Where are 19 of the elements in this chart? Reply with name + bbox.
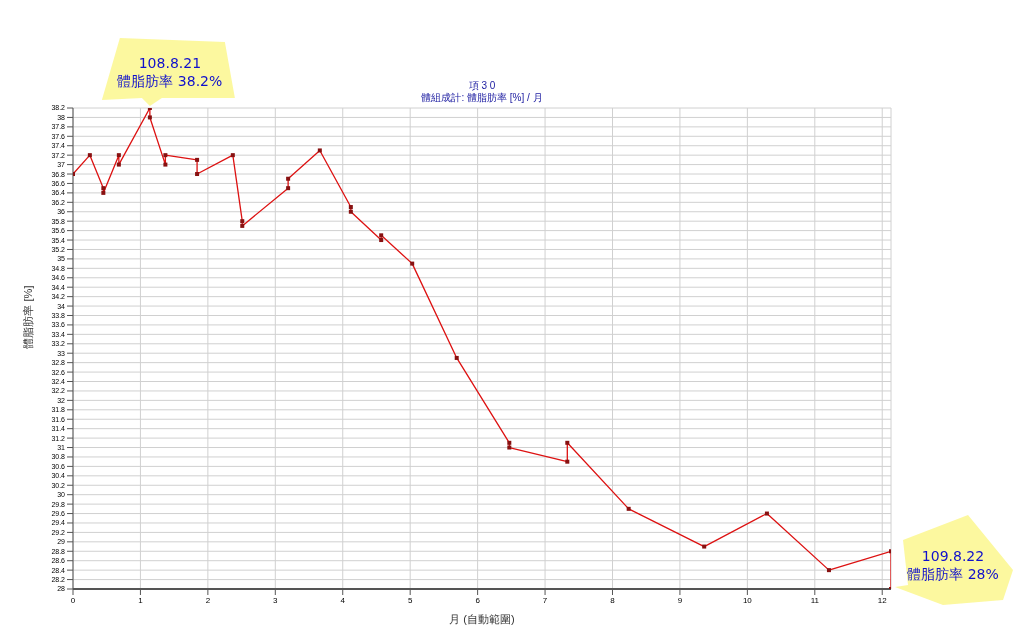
annotation: 109.8.22 體脂肪率 28% [907, 548, 999, 582]
x-tick-label: 5 [407, 595, 413, 605]
x-tick-label: 12 [877, 595, 888, 605]
annotation: 108.8.21 體脂肪率 38.2% [117, 55, 223, 89]
x-tick-label: 10 [742, 595, 753, 605]
x-tick-label: 8 [610, 595, 616, 605]
x-tick-label: 6 [475, 595, 481, 605]
chart-title: 項 3 0 [468, 80, 496, 91]
x-tick-label: 9 [677, 595, 683, 605]
x-tick-label: 3 [273, 595, 279, 605]
x-tick-label: 2 [205, 595, 211, 605]
x-tick-label: 0 [70, 595, 76, 605]
x-tick-label: 4 [340, 595, 346, 605]
x-axis-title: 月 (自動範圍) [449, 613, 515, 625]
chart-subtitle: 體組成計: 體脂肪率 [%] / 月 [420, 92, 544, 104]
x-tick-label: 1 [138, 595, 144, 605]
x-tick-label: 7 [542, 595, 548, 605]
y-axis-title: 體脂肪率 [%] [21, 285, 34, 349]
x-tick-label: 11 [810, 595, 820, 605]
